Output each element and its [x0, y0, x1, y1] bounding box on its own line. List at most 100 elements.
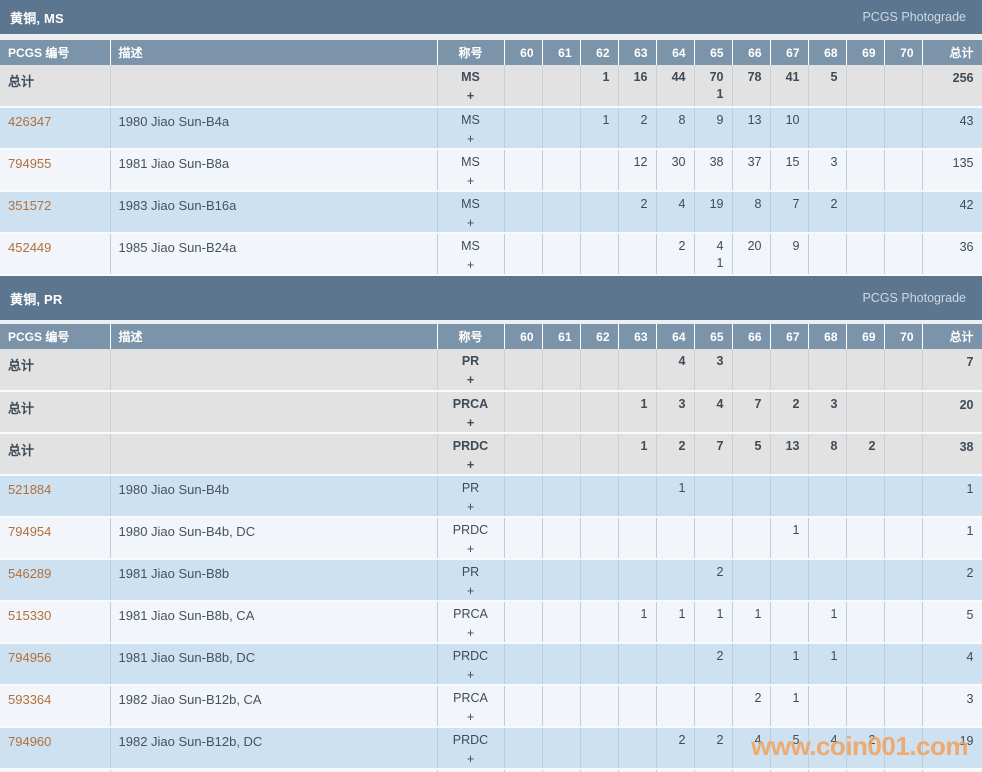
pcgs-number-link[interactable]: 794960 — [8, 734, 52, 749]
plus-label: + — [466, 584, 475, 598]
designation-cell: PRDC + — [437, 517, 505, 560]
grade-count: 1 — [602, 113, 610, 127]
grade-count: 2 — [716, 733, 724, 747]
designation-cell: PRDC + — [437, 433, 505, 476]
pcgs-number-link[interactable]: 794956 — [8, 650, 52, 665]
grade-count: 1 — [640, 397, 648, 411]
pcgs-number-cell: 总计 — [0, 349, 111, 392]
grade-count — [513, 398, 534, 411]
grade-count — [855, 692, 876, 705]
grade-count — [855, 650, 876, 663]
grade-count: 78 — [747, 70, 762, 84]
grade-count — [855, 71, 876, 84]
total-cell: 2 — [922, 559, 982, 602]
pcgs-number-cell: 总计 — [0, 433, 111, 476]
grade-count — [513, 355, 534, 368]
pcgs-number-link[interactable]: 794955 — [8, 156, 52, 171]
grade-cell-67 — [770, 475, 809, 518]
grade-count — [893, 71, 914, 84]
grade-cell-63: 1 — [618, 601, 657, 644]
grade-count — [627, 566, 648, 579]
grade-cell-69 — [846, 685, 885, 728]
designation-cell: PRDC + — [437, 727, 505, 770]
designation-label: MS — [461, 239, 480, 253]
designation-cell: PRDC + — [437, 643, 505, 686]
designation-label: PRCA — [452, 397, 489, 411]
grade-count — [589, 524, 610, 537]
grade-cell-70 — [884, 349, 923, 392]
pcgs-number-link[interactable]: 515330 — [8, 608, 52, 623]
description-cell: 1981 Jiao Sun-B8b, DC — [110, 643, 438, 686]
designation-cell: PR + — [437, 559, 505, 602]
photograde-link[interactable]: PCGS Photograde — [862, 291, 966, 305]
pcgs-number-link[interactable]: 521884 — [8, 482, 52, 497]
designation-label: PR — [461, 565, 480, 579]
section-title: 黄铜, MS — [10, 10, 64, 26]
pcgs-number-link[interactable]: 794954 — [8, 524, 52, 539]
pcgs-number-link[interactable]: 593364 — [8, 692, 52, 707]
designation-label: PRCA — [453, 607, 488, 621]
col-header-grade-69: 69 — [846, 324, 885, 349]
grade-cell-61 — [542, 601, 581, 644]
grade-count — [855, 355, 876, 368]
grade-cell-68: 3 — [808, 391, 847, 434]
designation-label: MS — [461, 197, 480, 211]
col-header-grade-64: 64 — [656, 324, 695, 349]
plus-label: + — [466, 458, 475, 472]
pcgs-number-cell: 794954 — [0, 517, 111, 560]
grade-count: 9 — [716, 113, 724, 127]
section-header-bar: 黄铜, MS PCGS Photograde — [0, 0, 982, 34]
totals-row: 总计 PR +4 3 7 — [0, 349, 982, 392]
grade-count: 2 — [678, 239, 686, 253]
grade-count — [513, 524, 534, 537]
grade-cell-68: 2 — [808, 191, 847, 234]
grade-count: 44 — [671, 70, 686, 84]
grade-count: 70 — [709, 70, 724, 84]
photograde-link[interactable]: PCGS Photograde — [862, 10, 966, 24]
grade-cell-64 — [656, 643, 695, 686]
grade-count — [627, 692, 648, 705]
grade-count — [513, 692, 534, 705]
grade-cell-70 — [884, 643, 923, 686]
grade-count — [893, 440, 914, 453]
grade-count — [703, 482, 724, 495]
grade-count: 5 — [792, 733, 800, 747]
pcgs-number-link[interactable]: 426347 — [8, 114, 52, 129]
grade-cell-66 — [732, 349, 771, 392]
grade-cell-60 — [504, 107, 543, 150]
description-cell: 1980 Jiao Sun-B4b, DC — [110, 517, 438, 560]
description-cell: 1981 Jiao Sun-B8b — [110, 559, 438, 602]
designation-cell: PRCA + — [437, 601, 505, 644]
grade-cell-64: 3 — [656, 391, 695, 434]
pcgs-number-link[interactable]: 546289 — [8, 566, 52, 581]
grade-cell-64: 30 — [656, 149, 695, 192]
grade-count: 5 — [754, 439, 762, 453]
grade-count: 7 — [754, 397, 762, 411]
grade-cell-67: 1 — [770, 643, 809, 686]
grade-count — [551, 71, 572, 84]
grade-count — [741, 524, 762, 537]
grade-cell-64: 4 — [656, 191, 695, 234]
grade-cell-69 — [846, 191, 885, 234]
pcgs-number-cell: 总计 — [0, 391, 111, 434]
col-header-description: 描述 — [110, 40, 438, 65]
grade-count — [779, 608, 800, 621]
grade-cell-63 — [618, 349, 657, 392]
grade-cell-60 — [504, 559, 543, 602]
col-header-grade-66: 66 — [732, 40, 771, 65]
grade-cell-68: 5 — [808, 65, 847, 108]
section-divider — [0, 34, 982, 40]
grade-count — [817, 240, 838, 253]
pcgs-number-link[interactable]: 351572 — [8, 198, 52, 213]
pcgs-number-link[interactable]: 452449 — [8, 240, 52, 255]
totals-row: 总计 PRDC +1 2 7 5 13 8 2 38 — [0, 433, 982, 476]
grade-cell-70 — [884, 727, 923, 770]
grade-cell-68: 1 — [808, 643, 847, 686]
plus-label: + — [466, 216, 475, 230]
col-header-grade-65: 65 — [694, 40, 733, 65]
grade-cell-61 — [542, 191, 581, 234]
grade-count — [665, 650, 686, 663]
grade-count — [741, 355, 762, 368]
plus-label: + — [466, 710, 475, 724]
